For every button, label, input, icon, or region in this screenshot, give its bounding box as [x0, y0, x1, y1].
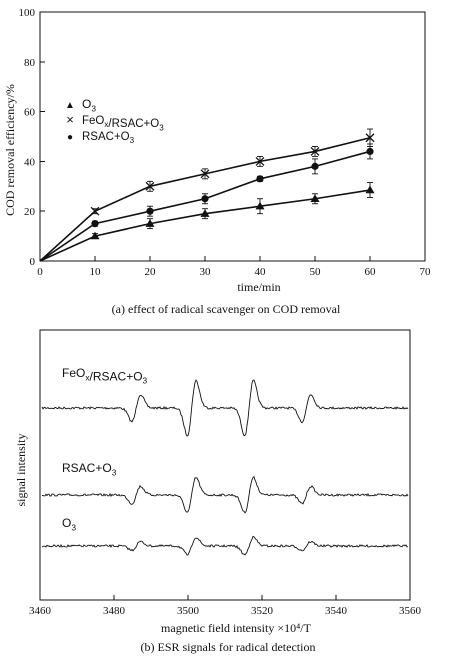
- chart-a-y-tick-label: 20: [24, 206, 36, 218]
- triangle-marker: [310, 194, 320, 202]
- cross-marker: [255, 156, 265, 166]
- triangle-marker: [365, 185, 375, 194]
- cross-marker: [90, 206, 100, 216]
- chart-a-x-tick-label: 20: [145, 266, 157, 278]
- chart-b-esr-trace: [41, 475, 409, 514]
- chart-b-traces: [41, 379, 409, 556]
- chart-b-y-axis-label: signal intensity: [14, 434, 28, 507]
- chart-b-x-axis-label: magnetic field intensity ×10⁴/T: [161, 621, 312, 635]
- chart-a-y-tick-label: 80: [24, 57, 36, 69]
- legend-entry-label: O3: [82, 97, 96, 113]
- cross-marker: [200, 169, 210, 179]
- chart-a-plot-frame: [39, 11, 426, 262]
- triangle-marker: [200, 209, 210, 217]
- chart-a-y-tick-label: 40: [24, 156, 36, 168]
- chart-a-legend: ▲ O3 × FeOx/RSAC+O3 ● RSAC+O3: [65, 97, 164, 145]
- chart-a-y-tick-label: 0: [30, 256, 36, 268]
- circle-marker: [146, 207, 154, 215]
- cross-marker: [365, 133, 375, 143]
- circle-marker: [256, 175, 264, 183]
- chart-a-title: (a) effect of radical scavenger on COD r…: [112, 302, 341, 316]
- legend-entry-label: RSAC+O3: [82, 131, 135, 145]
- chart-b-trace-label: RSAC+O3: [62, 461, 117, 477]
- cross-marker: [145, 181, 155, 191]
- chart-b-trace-labels: FeOx/RSAC+O3 RSAC+O3 O3: [62, 366, 148, 532]
- chart-b-esr-trace: [41, 535, 409, 556]
- chart-b-trace-label: O3: [62, 516, 76, 532]
- chart-a-y-ticks: 0 20 40 60 80 100: [19, 7, 45, 268]
- chart-b-x-tick-label: 3560: [399, 605, 422, 617]
- chart-a-x-ticks: 0 10 20 30 40 50 60 70: [37, 256, 431, 278]
- chart-b-x-tick-label: 3480: [103, 605, 126, 617]
- chart-a-x-tick-label: 50: [310, 266, 322, 278]
- triangle-marker: [145, 219, 155, 227]
- legend-marker-icon: ×: [66, 112, 74, 127]
- chart-a-x-tick-label: 40: [255, 266, 267, 278]
- chart-a-x-tick-label: 60: [365, 266, 377, 278]
- chart-a-x-tick-label: 0: [37, 266, 43, 278]
- chart-a-error-bars: [92, 128, 373, 240]
- chart-b-esr-trace: [41, 379, 409, 437]
- chart-a-x-tick-label: 30: [200, 266, 212, 278]
- chart-b-x-tick-label: 3520: [251, 605, 274, 617]
- legend-marker-icon: ▲: [65, 100, 75, 111]
- chart-a-y-tick-label: 60: [24, 107, 36, 119]
- chart-b-x-tick-label: 3500: [177, 605, 200, 617]
- chart-a: 0 10 20 30 40 50 60 70 0 20 40 60 80 100 time/min CO…: [3, 7, 431, 316]
- legend-entry-label: FeOx/RSAC+O3: [82, 115, 164, 132]
- chart-b-plot-frame: [39, 329, 411, 601]
- circle-marker: [201, 195, 209, 203]
- circle-marker: [311, 162, 319, 170]
- chart-a-y-tick-label: 100: [19, 7, 36, 19]
- chart-b-x-tick-label: 3460: [29, 605, 52, 617]
- chart-b: 3460 3480 3500 3520 3540 3560 magnetic field …: [14, 329, 422, 654]
- legend-marker-icon: ●: [67, 132, 73, 143]
- chart-b-title: (b) ESR signals for radical detection: [141, 640, 316, 654]
- triangle-marker: [255, 201, 265, 210]
- chart-b-trace-label: FeOx/RSAC+O3: [62, 366, 148, 386]
- chart-a-y-axis-label: COD removal efficiency/%: [3, 84, 17, 216]
- triangle-marker: [90, 231, 100, 240]
- chart-a-x-tick-label: 70: [420, 266, 432, 278]
- circle-marker: [91, 220, 99, 228]
- chart-a-x-axis-label: time/min: [237, 280, 280, 294]
- circle-marker: [366, 147, 374, 156]
- chart-a-series-line: [39, 150, 371, 262]
- cross-marker: [310, 146, 320, 156]
- chart-b-x-tick-label: 3540: [325, 605, 348, 617]
- chart-a-x-tick-label: 10: [90, 266, 102, 278]
- chart-b-x-ticks: 3460 3480 3500 3520 3540 3560: [29, 595, 422, 617]
- chart-a-markers: [90, 133, 375, 240]
